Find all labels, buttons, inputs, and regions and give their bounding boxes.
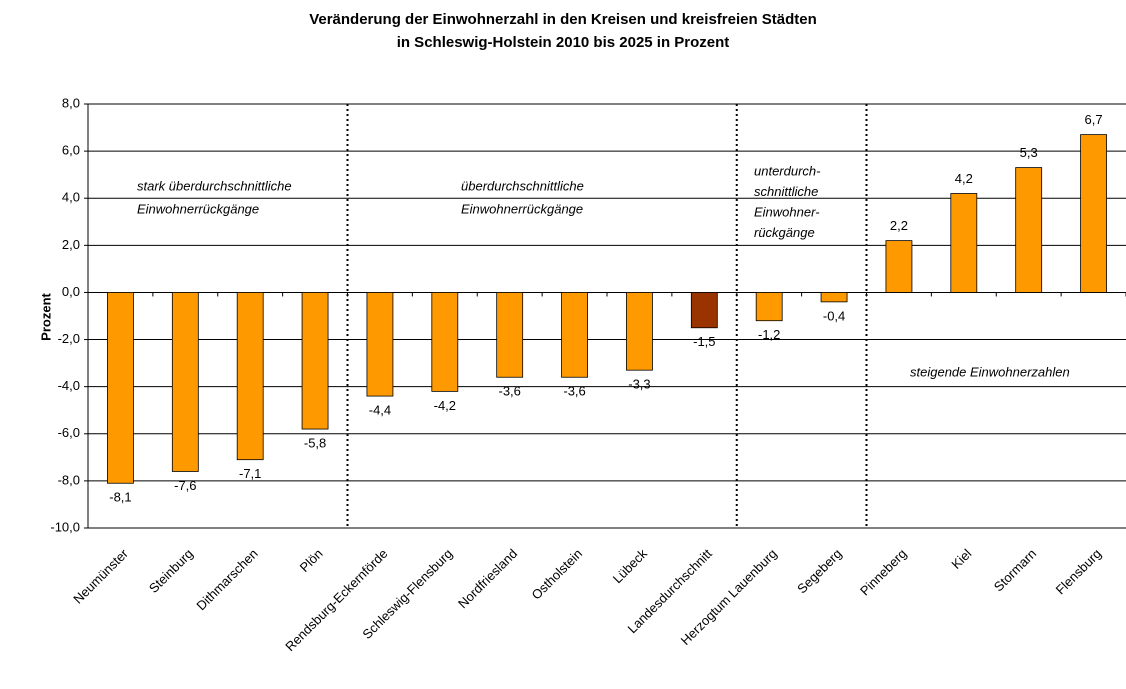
bar xyxy=(431,292,459,392)
value-label: -8,1 xyxy=(109,490,131,505)
x-tick-label: Pinneberg xyxy=(857,546,910,599)
x-tick-label: Kiel xyxy=(948,546,974,572)
bar xyxy=(1015,167,1043,293)
x-tick-label: Flensburg xyxy=(1053,546,1104,597)
y-tick-label: 2,0 xyxy=(62,237,80,252)
value-label: -4,4 xyxy=(369,403,391,418)
value-label: -0,4 xyxy=(823,308,845,323)
value-label: 5,3 xyxy=(1020,145,1038,160)
bar xyxy=(171,292,199,472)
x-tick-label: Neumünster xyxy=(70,545,131,606)
bar xyxy=(1080,134,1107,293)
y-tick-label: 4,0 xyxy=(62,190,80,205)
x-tick-label: Lübeck xyxy=(610,546,651,587)
value-label: -1,5 xyxy=(693,334,715,349)
value-label: -5,8 xyxy=(304,436,326,451)
x-tick-label: Dithmarschen xyxy=(193,546,260,613)
chart-title: Veränderung der Einwohnerzahl in den Kre… xyxy=(309,11,817,28)
value-label: 4,2 xyxy=(955,171,973,186)
bar xyxy=(236,292,264,461)
value-label: -4,2 xyxy=(434,398,456,413)
y-tick-label: -2,0 xyxy=(58,331,80,346)
annotation: schnittliche xyxy=(754,184,818,199)
y-tick-label: 8,0 xyxy=(62,95,80,110)
value-label: 2,2 xyxy=(890,218,908,233)
y-tick-label: 6,0 xyxy=(62,143,80,158)
annotation: unterdurch- xyxy=(754,163,821,178)
annotation: stark überdurchschnittliche xyxy=(137,178,292,193)
chart-title: in Schleswig-Holstein 2010 bis 2025 in P… xyxy=(397,34,730,51)
bar xyxy=(561,292,588,378)
x-tick-label: Stormarn xyxy=(991,546,1039,594)
annotation: steigende Einwohnerzahlen xyxy=(910,364,1070,379)
bar xyxy=(820,292,848,303)
y-tick-label: -6,0 xyxy=(58,425,80,440)
annotation: Einwohnerrückgänge xyxy=(137,201,259,216)
value-label: -3,3 xyxy=(628,377,650,392)
x-tick-label: Plön xyxy=(297,546,326,575)
annotation: Einwohner- xyxy=(754,204,820,219)
bar xyxy=(496,292,524,378)
bar xyxy=(690,292,718,329)
y-tick-label: -4,0 xyxy=(58,378,80,393)
value-label: -7,6 xyxy=(174,478,196,493)
bar xyxy=(301,292,329,430)
bar xyxy=(626,292,653,371)
bar xyxy=(107,292,134,484)
x-tick-label: Ostholstein xyxy=(529,546,586,603)
bar xyxy=(755,292,783,322)
x-tick-label: Segeberg xyxy=(794,546,844,596)
bar xyxy=(885,240,913,293)
bar xyxy=(950,193,978,293)
annotation: rückgänge xyxy=(754,225,815,240)
value-label: -7,1 xyxy=(239,466,261,481)
x-tick-label: Steinburg xyxy=(146,546,196,596)
value-label: -1,2 xyxy=(758,327,780,342)
value-label: 6,7 xyxy=(1085,112,1103,127)
annotation: Einwohnerrückgänge xyxy=(461,201,583,216)
y-tick-label: -10,0 xyxy=(50,519,80,534)
y-tick-label: -8,0 xyxy=(58,472,80,487)
bar xyxy=(366,292,394,397)
value-label: -3,6 xyxy=(498,384,520,399)
annotation: überdurchschnittliche xyxy=(461,178,584,193)
value-label: -3,6 xyxy=(563,384,585,399)
x-tick-label: Nordfriesland xyxy=(455,546,520,611)
y-axis-label: Prozent xyxy=(38,292,53,340)
y-tick-label: 0,0 xyxy=(62,284,80,299)
